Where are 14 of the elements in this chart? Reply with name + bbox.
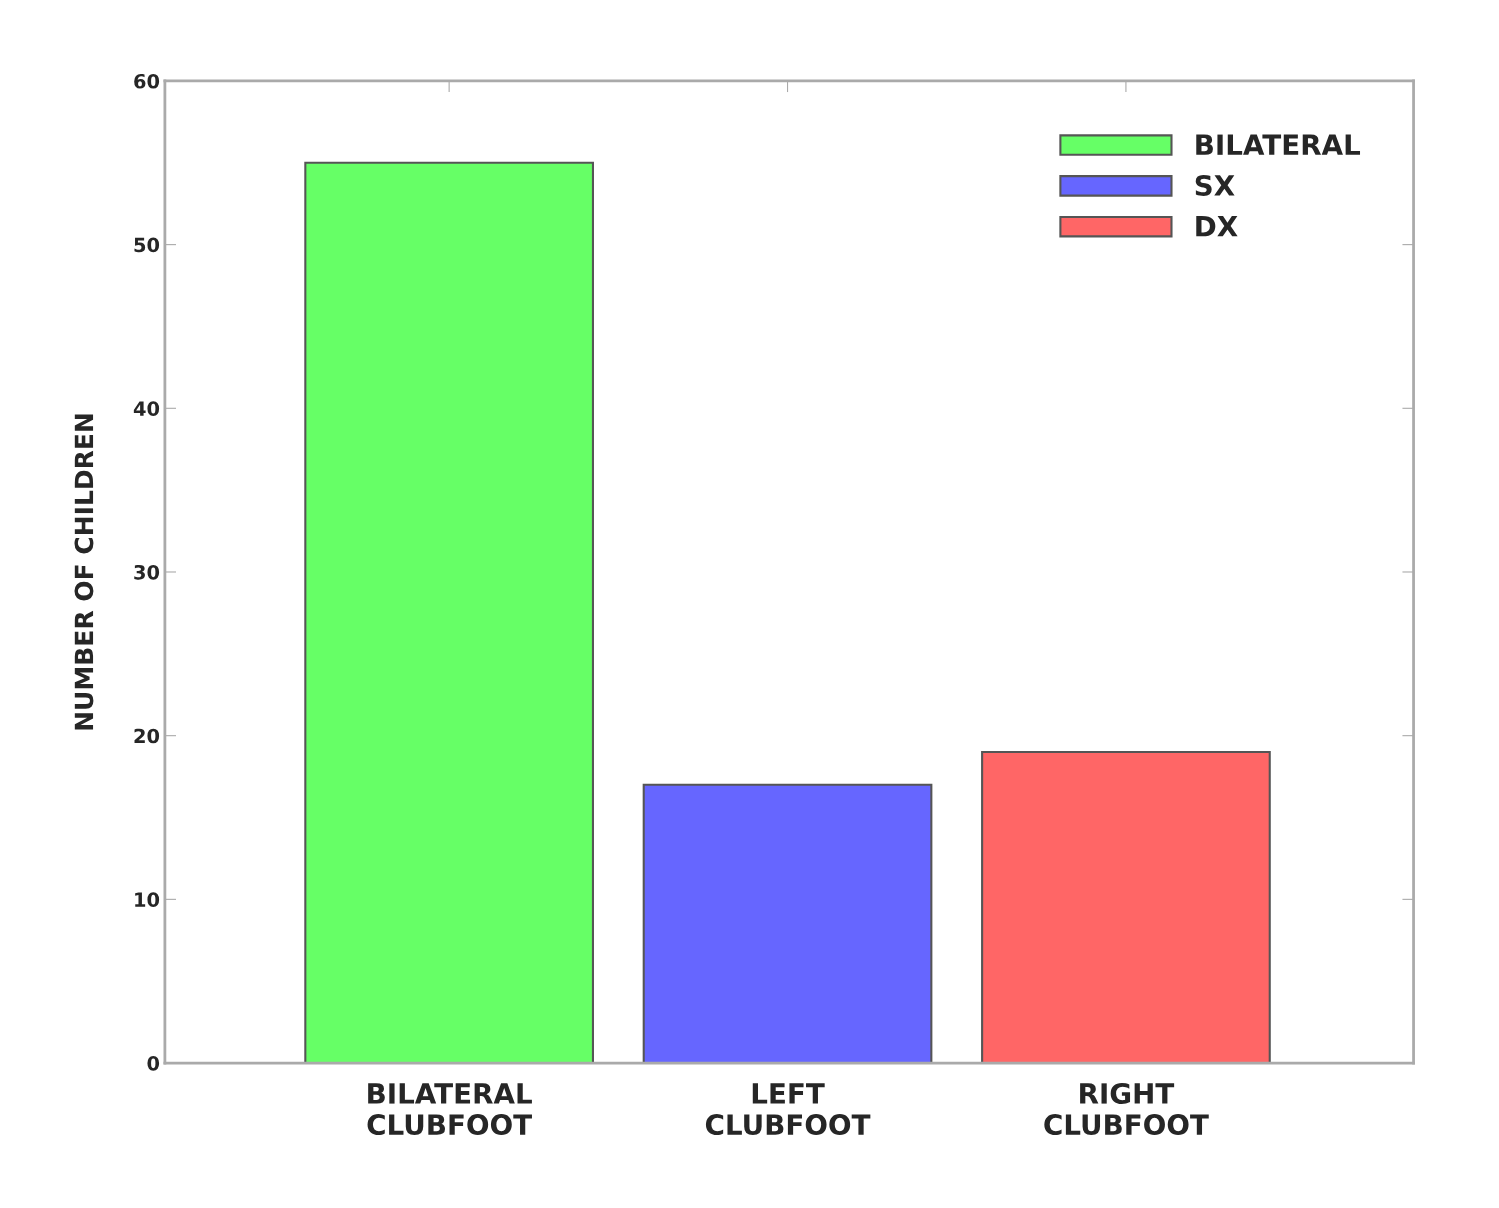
y-tick-label: 40 — [133, 401, 160, 416]
y-tick-label: 10 — [135, 892, 160, 908]
x-tick-label: BILATERAL CLUBFOOT — [367, 1083, 532, 1136]
y-axis-title: NUMBER OF CHILDREN — [74, 414, 94, 730]
y-tick-label: 50 — [134, 237, 160, 253]
legend-label: SX — [1195, 174, 1235, 196]
y-tick-label: 60 — [134, 73, 160, 89]
y-tick-label: 30 — [134, 564, 160, 580]
legend-label: BILATERAL — [1196, 134, 1361, 155]
x-tick-label: LEFT CLUBFOOT — [705, 1083, 871, 1136]
y-tick-label: 20 — [134, 728, 160, 744]
y-tick-label: 0 — [147, 1056, 160, 1071]
legend-label: DX — [1196, 216, 1238, 237]
x-tick-label: RIGHT CLUBFOOT — [1044, 1082, 1209, 1136]
